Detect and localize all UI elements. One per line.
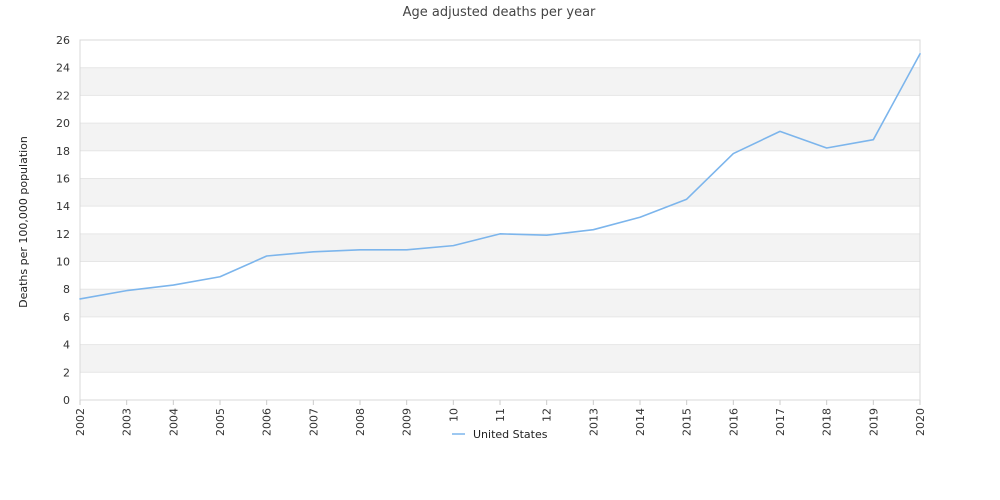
plot-bands	[80, 67, 920, 373]
data-point[interactable]	[915, 49, 925, 59]
data-point[interactable]	[635, 212, 645, 222]
x-tick-label: 2014	[634, 408, 647, 436]
x-tick-label: 2004	[167, 408, 180, 436]
y-tick-label: 4	[63, 339, 70, 352]
y-tick-label: 26	[56, 34, 70, 47]
y-tick-label: 12	[56, 228, 70, 241]
y-tick-label: 2	[63, 366, 70, 379]
x-tick-label: 2020	[914, 408, 927, 436]
plot-band	[80, 344, 920, 373]
x-tick-label: 2002	[74, 408, 87, 436]
x-tick-label: 2015	[681, 408, 694, 436]
data-point[interactable]	[122, 286, 132, 296]
x-tick-label: 10	[447, 408, 460, 422]
y-tick-label: 18	[56, 145, 70, 158]
plot-band	[80, 233, 920, 262]
series-line[interactable]	[79, 53, 921, 300]
x-axis-ticks: 2002 2003 2004 2005 2006 2007 2008 2009 10 11 12 20…	[74, 400, 927, 436]
x-tick-label: 2003	[121, 408, 134, 436]
x-tick-label: 2017	[774, 408, 787, 436]
data-point[interactable]	[822, 143, 832, 153]
y-tick-label: 20	[56, 117, 70, 130]
y-tick-label: 0	[63, 394, 70, 407]
legend[interactable]: United States	[452, 428, 548, 441]
legend-label: United States	[473, 428, 548, 441]
x-tick-label: 2018	[821, 408, 834, 436]
data-point[interactable]	[775, 126, 785, 136]
data-point[interactable]	[868, 135, 878, 145]
y-tick-label: 24	[56, 62, 70, 75]
plot-band	[80, 178, 920, 207]
y-tick-label: 16	[56, 172, 70, 185]
y-tick-label: 6	[63, 311, 70, 324]
data-point[interactable]	[168, 280, 178, 290]
y-axis-label: Deaths per 100,000 population	[17, 136, 30, 308]
data-point[interactable]	[262, 251, 272, 261]
data-point[interactable]	[728, 149, 738, 159]
data-point[interactable]	[355, 245, 365, 255]
y-tick-label: 8	[63, 283, 70, 296]
data-point[interactable]	[308, 247, 318, 257]
data-point[interactable]	[75, 294, 85, 304]
x-tick-label: 2005	[214, 408, 227, 436]
x-tick-label: 2016	[727, 408, 740, 436]
plot-band	[80, 289, 920, 317]
data-point[interactable]	[215, 272, 225, 282]
x-tick-label: 2019	[867, 408, 880, 436]
data-point[interactable]	[682, 194, 692, 204]
chart-title: Age adjusted deaths per year	[403, 5, 596, 20]
x-tick-label: 2013	[587, 408, 600, 436]
y-tick-label: 22	[56, 89, 70, 102]
y-tick-label: 14	[56, 200, 70, 213]
x-tick-label: 12	[541, 408, 554, 422]
x-tick-label: 11	[494, 408, 507, 422]
plot-band	[80, 67, 920, 96]
data-point[interactable]	[448, 241, 458, 251]
x-tick-label: 2009	[401, 408, 414, 436]
data-point[interactable]	[495, 229, 505, 239]
data-point[interactable]	[588, 225, 598, 235]
data-point[interactable]	[402, 245, 412, 255]
x-tick-label: 2008	[354, 408, 367, 436]
plot-band	[80, 123, 920, 151]
y-tick-label: 10	[56, 256, 70, 269]
x-tick-label: 2006	[261, 408, 274, 436]
x-tick-label: 2007	[307, 408, 320, 436]
data-point[interactable]	[542, 230, 552, 240]
series-layer	[75, 49, 925, 304]
